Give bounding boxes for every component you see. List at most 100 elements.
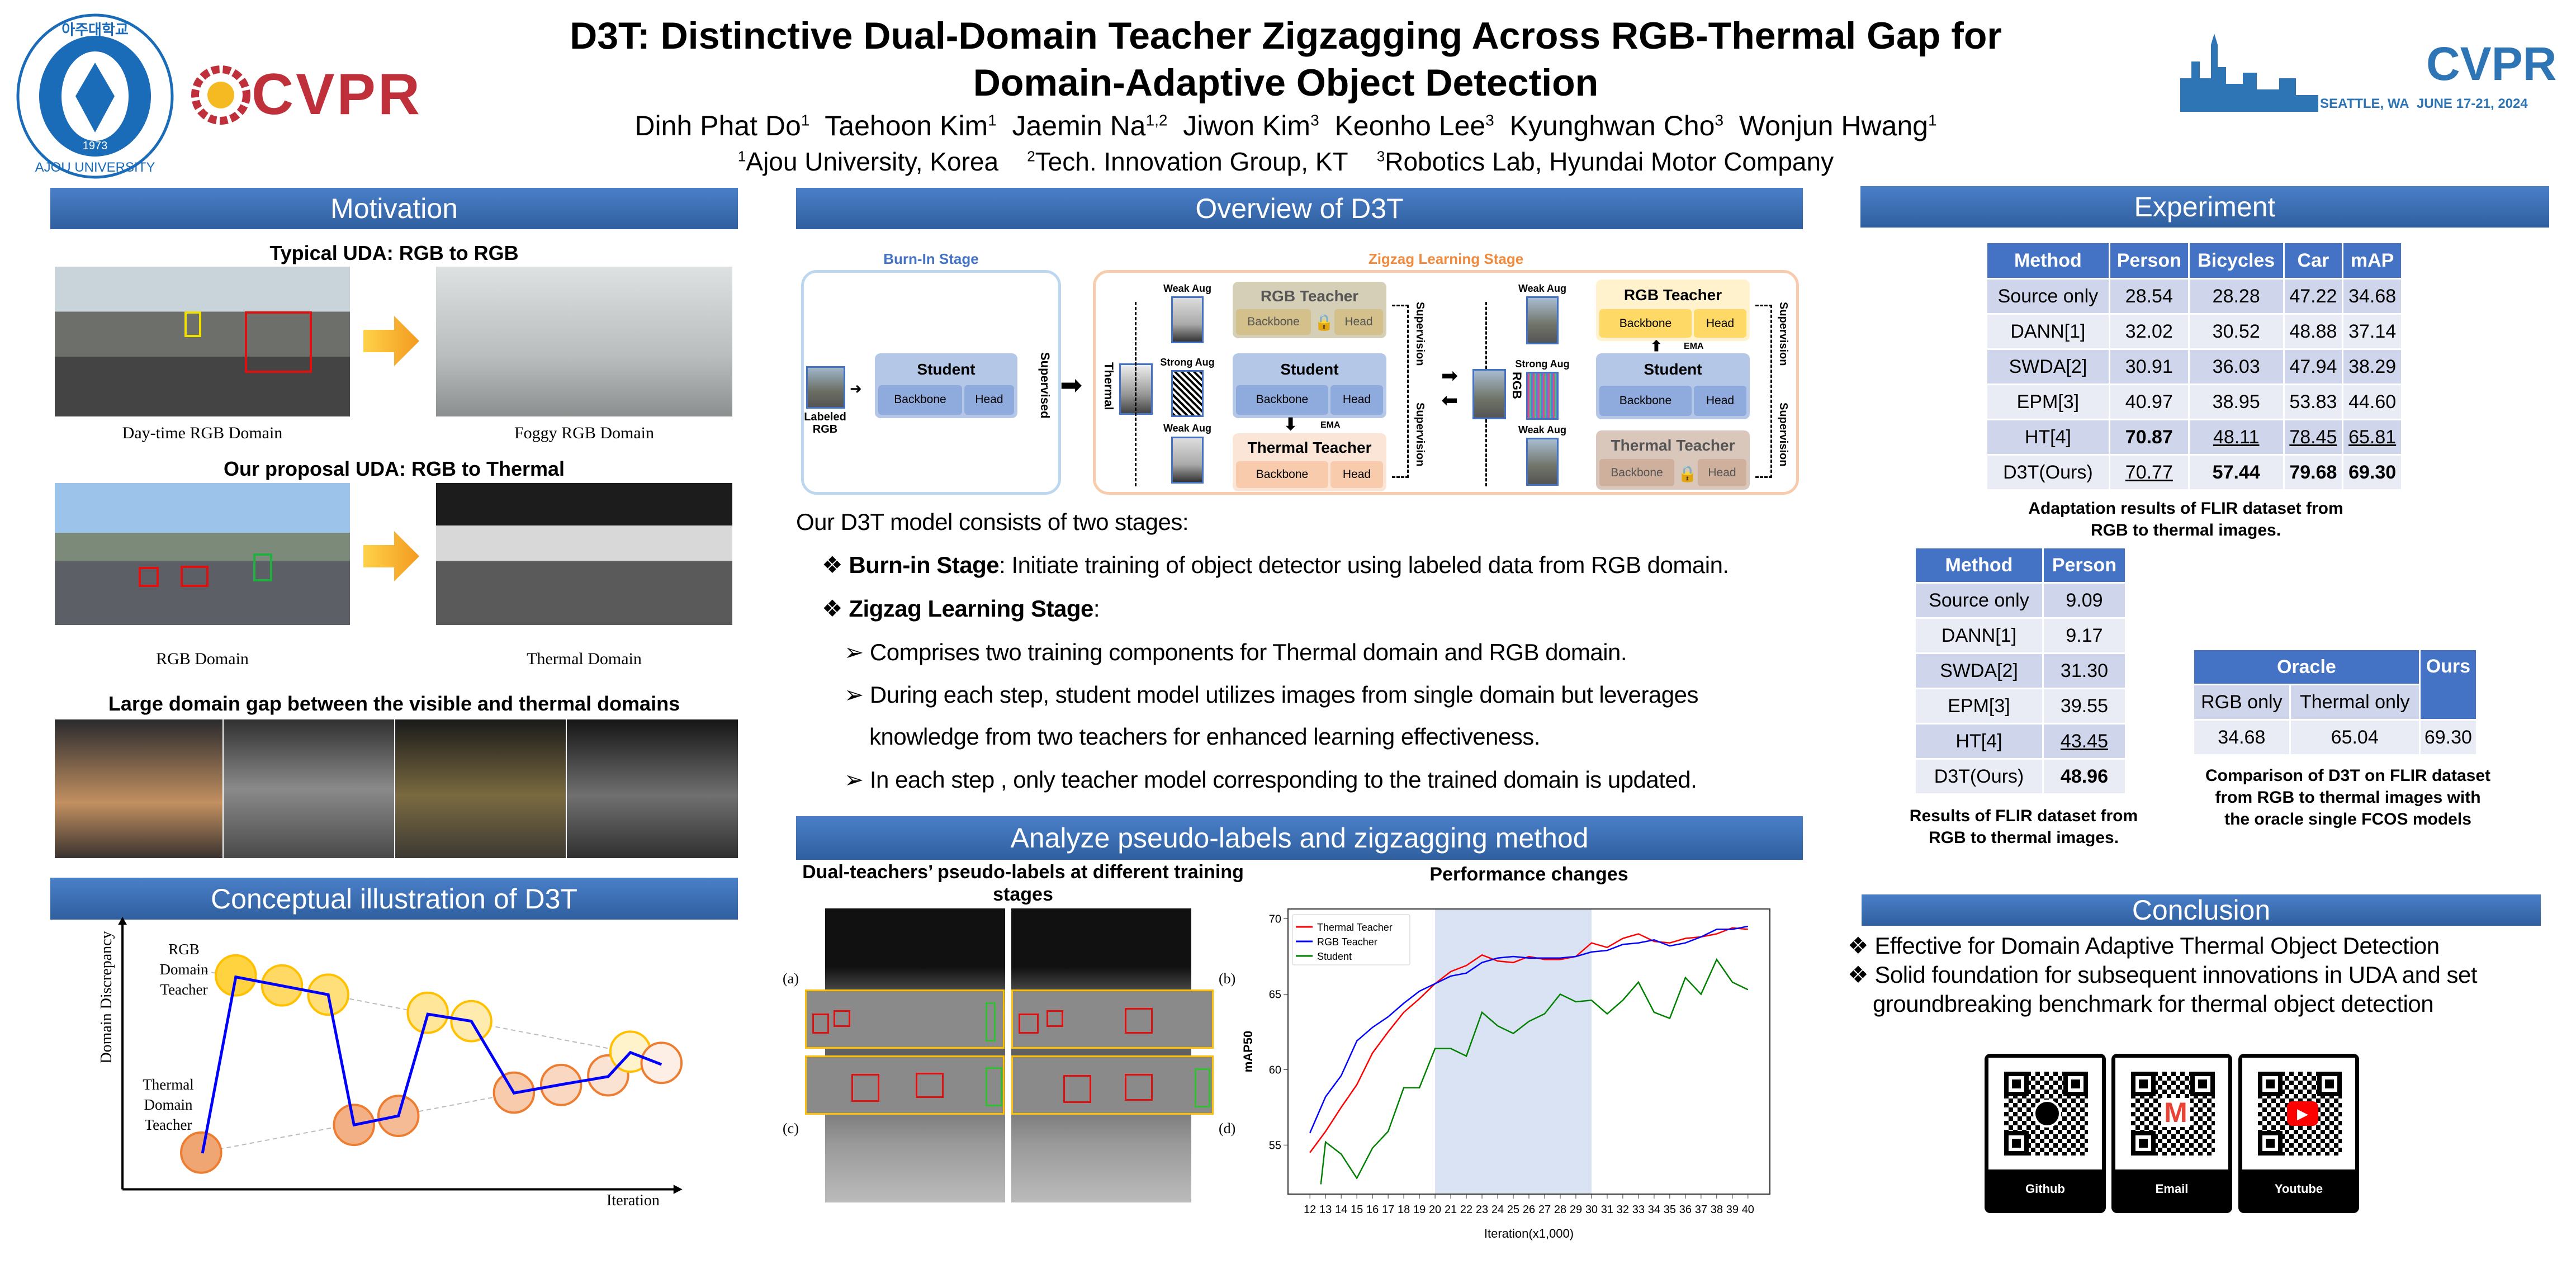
y-tick-label: 60 xyxy=(1269,1064,1281,1076)
ema-label: EMA xyxy=(1684,342,1704,351)
x-tick-label: 29 xyxy=(1570,1204,1582,1216)
concept-header: Conceptual illustration of D3T xyxy=(50,878,738,920)
arrow-bullet-icon: ➢ xyxy=(844,639,870,665)
night-rgb-image xyxy=(55,719,222,858)
zigzag-point: ➢ During each step, student model utiliz… xyxy=(844,681,1699,708)
table-row: D3T(Ours) 48.96 xyxy=(1916,760,2125,793)
x-tick-label: 13 xyxy=(1319,1204,1332,1216)
weak-aug-label: Weak Aug xyxy=(1518,283,1567,294)
zoom-inset-a xyxy=(805,989,1005,1049)
zigzag-path xyxy=(202,977,661,1153)
legend-box xyxy=(1292,914,1410,965)
panel-label-b: (b) xyxy=(1219,970,1236,987)
table-row: DANN[1] 9.17 xyxy=(1916,619,2125,652)
motivation-header: Motivation xyxy=(50,188,738,229)
concept-illustration xyxy=(118,917,738,1194)
legend-label: Thermal Teacher xyxy=(1317,922,1393,933)
y-axis-label: Domain Discrepancy xyxy=(98,931,115,1064)
night-rgb-image-2 xyxy=(395,719,566,858)
table-row: 34.68 65.04 69.30 xyxy=(2194,721,2476,754)
caption-foggy: Foggy RGB Domain xyxy=(514,424,655,442)
conclusion-header: Conclusion xyxy=(1862,894,2541,926)
youtube-icon: ▶ xyxy=(2287,1101,2318,1126)
supervision-dashed-line xyxy=(1755,305,1772,478)
x-tick-label: 26 xyxy=(1523,1204,1535,1216)
x-tick-label: 28 xyxy=(1554,1204,1566,1216)
x-tick-label: 40 xyxy=(1742,1204,1754,1216)
author: Dinh Phat Do1 xyxy=(634,110,810,141)
dashed-branch-line xyxy=(1485,419,1508,486)
y-axis-arrowhead xyxy=(118,917,127,925)
performance-chart: 12 13 14 15 16 17 18 19 20 21 22 23 24 25 26 27 28 29 30 31… xyxy=(1241,908,1770,1240)
table-row: Source only 28.54 28.28 47.22 34.68 xyxy=(1987,280,2401,313)
arrow-right-icon: ➜ xyxy=(850,380,862,397)
supervision-label: Supervision xyxy=(1414,402,1426,467)
dashed-branch-line xyxy=(1135,302,1157,486)
oracle-comparison-table: Oracle Ours RGB only Thermal only 34.68 65.… xyxy=(2193,648,2478,756)
night-thermal-image-2 xyxy=(567,719,738,858)
ema-arrow-up-icon: ⬆ xyxy=(1650,338,1663,354)
weak-aug-rgb-thumbnail xyxy=(1526,438,1559,486)
author: Wonjun Hwang1 xyxy=(1739,110,1937,141)
caption-rgb-domain: RGB Domain xyxy=(156,650,249,668)
swap-arrows-icon: ➡ ⬅ xyxy=(1441,364,1459,411)
x-tick-label: 27 xyxy=(1538,1204,1551,1216)
series-line-thermal-teacher xyxy=(1309,927,1748,1153)
supervision-label: Supervision xyxy=(1414,302,1426,366)
diamond-bullet-icon: ❖ xyxy=(822,595,849,622)
strong-aug-label: Strong Aug xyxy=(1160,357,1215,368)
legend-label: RGB Teacher xyxy=(1317,936,1377,948)
y-tick-label: 70 xyxy=(1269,913,1281,926)
y-tick-label: 55 xyxy=(1269,1139,1281,1152)
supervision-label: Supervision xyxy=(1777,402,1789,467)
weak-aug-rgb-thumbnail xyxy=(1526,296,1559,344)
zigzag-student-model-rgb: Student Backbone Head xyxy=(1596,353,1750,419)
y-axis-label: mAP50 xyxy=(1241,1031,1255,1073)
conclusion-bullet-continued: groundbreaking benchmark for thermal obj… xyxy=(1873,991,2434,1017)
author: Keonho Lee3 xyxy=(1334,110,1494,141)
caption-thermal-domain: Thermal Domain xyxy=(527,650,642,668)
labeled-rgb-label: Labeled RGB xyxy=(804,411,846,435)
svg-text:1973: 1973 xyxy=(83,140,108,152)
x-axis-label: Iteration(x1,000) xyxy=(1484,1227,1574,1240)
daytime-rgb-image xyxy=(55,267,350,416)
github-qr-card[interactable]: Github xyxy=(1985,1054,2106,1213)
locked-thermal-teacher-model: Thermal Teacher Backbone Head 🔒 xyxy=(1596,430,1750,490)
x-axis-arrowhead xyxy=(673,1185,683,1194)
flir-person-table: Method Person Source only 9.09 DANN[1] 9.17… xyxy=(1914,547,2127,795)
domain-gap-subtitle: Large domain gap between the visible and… xyxy=(108,692,680,715)
weak-aug-label: Weak Aug xyxy=(1163,423,1212,434)
cvpr-gear-icon xyxy=(191,65,250,125)
conclusion-bullet: ❖ Solid foundation for subsequent innova… xyxy=(1848,962,2478,988)
table2-caption: Results of FLIR dataset from RGB to ther… xyxy=(1909,807,2138,847)
youtube-qr-card[interactable]: ▶ Youtube xyxy=(2238,1054,2359,1213)
poster-title: D3T: Distinctive Dual-Domain Teacher Zig… xyxy=(570,15,2002,104)
rgb-domain-teacher-label: RGB Domain Teacher xyxy=(159,941,209,998)
lock-icon: 🔒 xyxy=(1314,314,1334,331)
pseudo-labels-title: Dual-teachers’ pseudo-labels at differen… xyxy=(802,861,1244,905)
table-row: Source only 9.09 xyxy=(1916,584,2125,617)
zigzag-point: ➢ In each step , only teacher model corr… xyxy=(844,766,1697,793)
table-row: SWDA[2] 30.91 36.03 47.94 38.29 xyxy=(1987,350,2401,383)
cvpr-2024-logo: CVPR SEATTLE, WA JUNE 17-21, 2024 xyxy=(2180,34,2556,112)
overview-header: Overview of D3T xyxy=(796,188,1803,229)
x-tick-label: 38 xyxy=(1711,1204,1723,1216)
supervised-label: Supervised xyxy=(1038,352,1052,419)
seattle-skyline-icon xyxy=(2180,34,2318,112)
email-qr-card[interactable]: M Email xyxy=(2111,1054,2232,1213)
rgb-teacher-model: RGB Teacher Backbone Head xyxy=(1596,280,1750,341)
x-tick-label: 22 xyxy=(1460,1204,1472,1216)
weak-aug-label: Weak Aug xyxy=(1518,424,1567,435)
burnin-student-model: Student Backbone Head xyxy=(875,353,1017,418)
x-tick-label: 34 xyxy=(1648,1204,1660,1216)
orange-arrow-icon xyxy=(363,531,419,581)
zoom-inset-b xyxy=(1011,989,1214,1049)
x-tick-label: 21 xyxy=(1445,1204,1457,1216)
author-list: Dinh Phat Do1 Taehoon Kim1 Jaemin Na1,2 … xyxy=(391,110,2180,142)
zigzag-point: ➢ Comprises two training components for … xyxy=(844,639,1627,665)
cvpr-logo-left: CVPR xyxy=(190,61,422,128)
strong-aug-rgb-thumbnail xyxy=(1526,372,1559,420)
table-row: HT[4] 70.87 48.11 78.45 65.81 xyxy=(1987,420,2401,454)
table1-caption: Adaptation results of FLIR dataset from … xyxy=(2028,499,2343,539)
x-tick-label: 14 xyxy=(1335,1204,1347,1216)
